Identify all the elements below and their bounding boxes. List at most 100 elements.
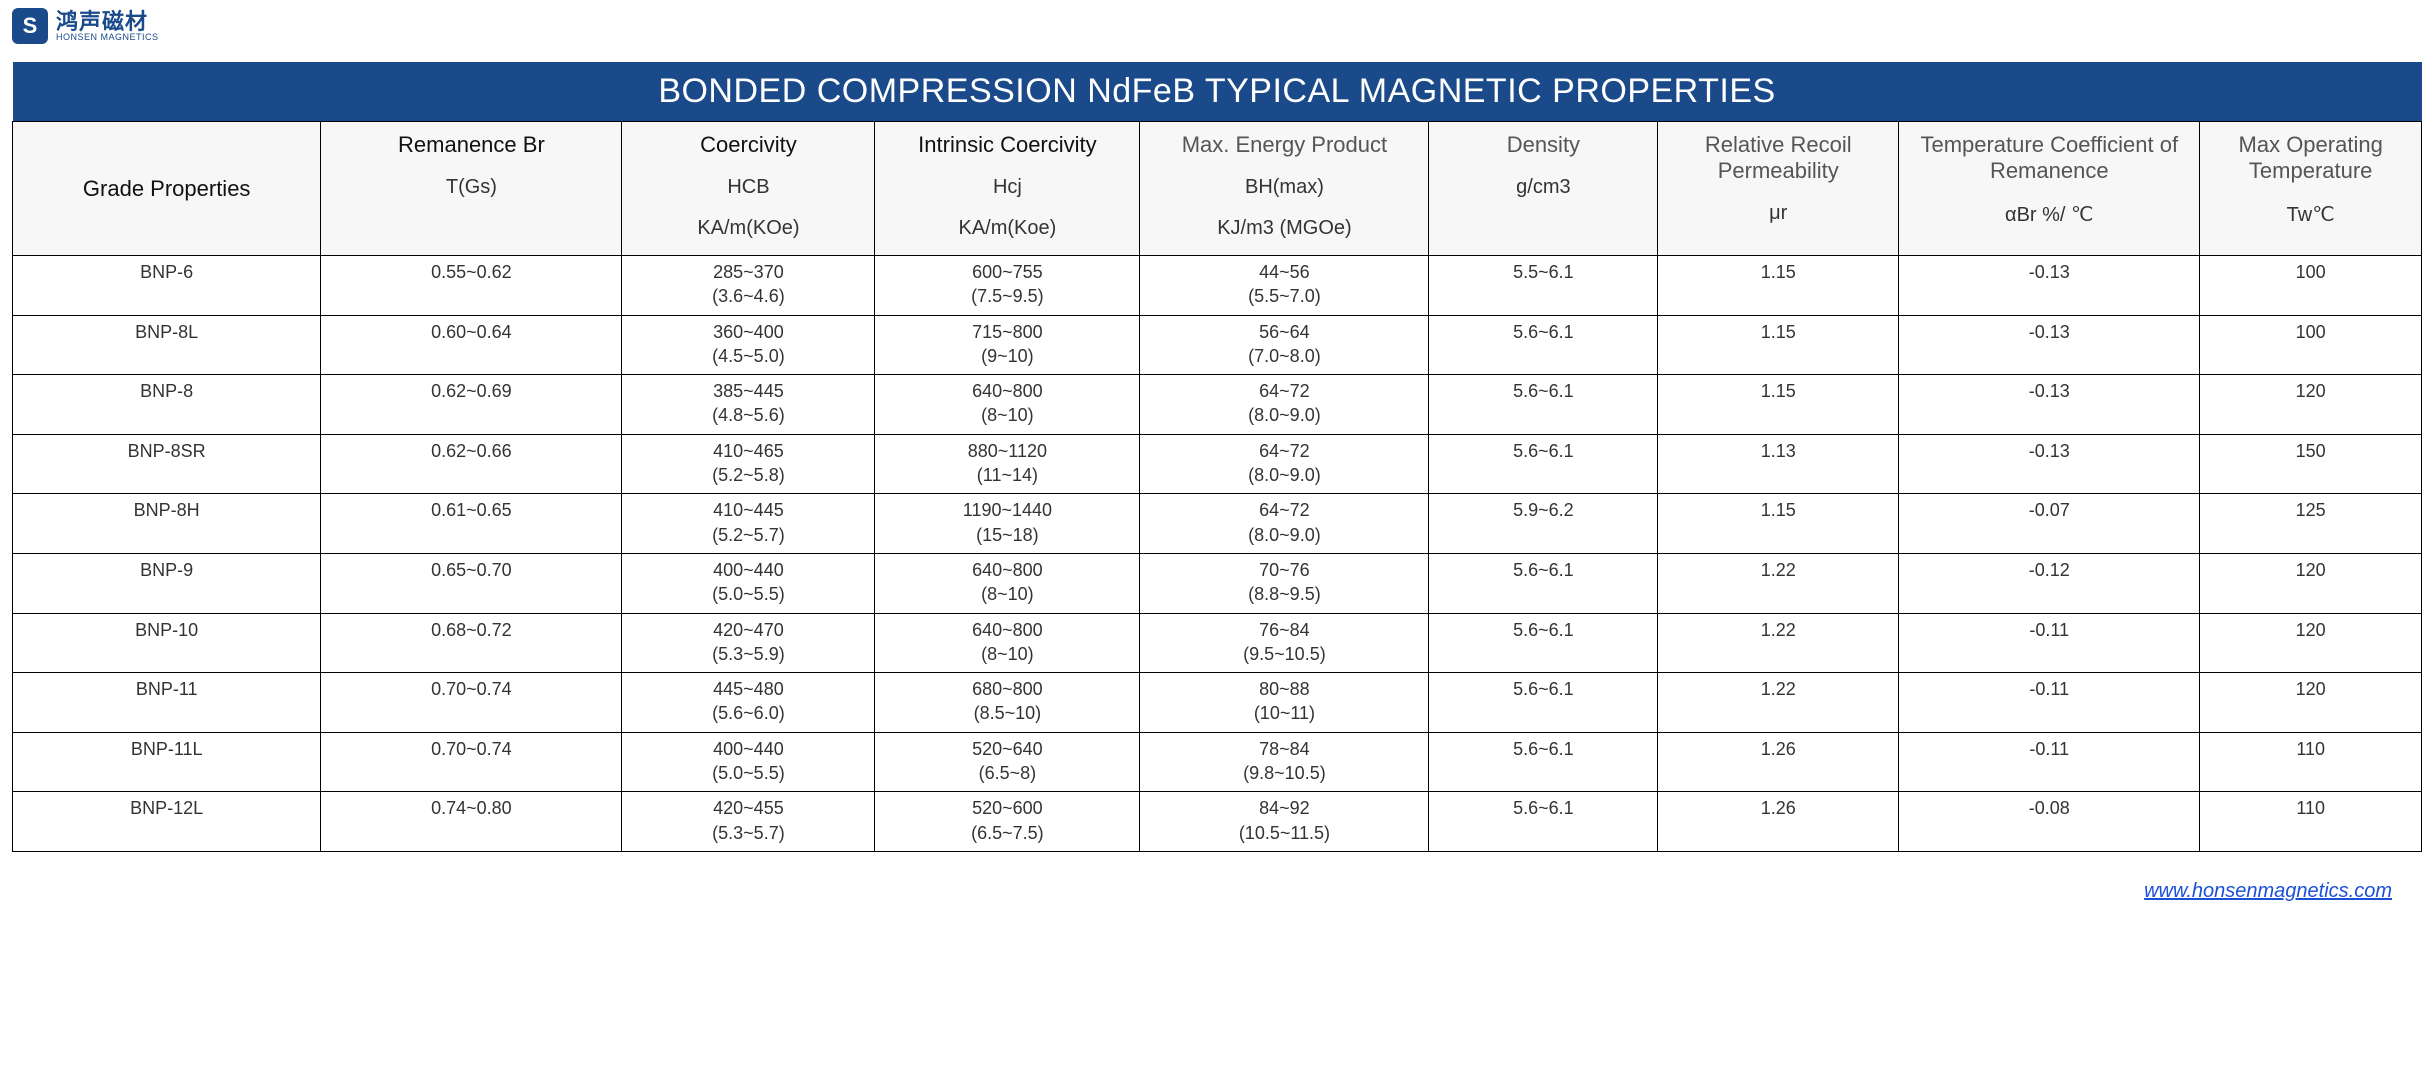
table-cell: 1.22 <box>1658 673 1899 733</box>
table-cell: 1.26 <box>1658 792 1899 852</box>
table-cell-secondary: (8.5~10) <box>879 701 1135 725</box>
table-cell-secondary: (15~18) <box>879 523 1135 547</box>
table-cell: 1.22 <box>1658 613 1899 673</box>
column-header-sub: Hcj <box>881 176 1133 199</box>
table-cell: -0.07 <box>1899 494 2200 554</box>
table-row: BNP-12L0.74~0.80420~455(5.3~5.7)520~600(… <box>13 792 2422 852</box>
table-cell-secondary: (6.5~7.5) <box>879 821 1135 845</box>
table-cell: 1.15 <box>1658 315 1899 375</box>
table-cell-secondary: (9.5~10.5) <box>1144 642 1424 666</box>
table-cell: 640~800(8~10) <box>875 613 1140 673</box>
table-cell: 715~800(9~10) <box>875 315 1140 375</box>
column-header-main: Max. Energy Product <box>1146 132 1422 158</box>
table-cell-secondary: (5.0~5.5) <box>626 761 870 785</box>
table-cell-secondary: (8.0~9.0) <box>1144 403 1424 427</box>
table-cell: 410~465(5.2~5.8) <box>622 434 875 494</box>
table-cell: -0.13 <box>1899 434 2200 494</box>
table-row: BNP-80.62~0.69385~445(4.8~5.6)640~800(8~… <box>13 375 2422 435</box>
table-cell: BNP-11 <box>13 673 321 733</box>
footer-website-link[interactable]: www.honsenmagnetics.com <box>2144 880 2392 902</box>
column-header-sub: BH(max) <box>1146 176 1422 199</box>
table-row: BNP-100.68~0.72420~470(5.3~5.9)640~800(8… <box>13 613 2422 673</box>
table-cell: 80~88(10~11) <box>1140 673 1429 733</box>
table-cell: BNP-8L <box>13 315 321 375</box>
table-cell: -0.12 <box>1899 553 2200 613</box>
table-cell-secondary: (8.0~9.0) <box>1144 523 1424 547</box>
table-cell: BNP-10 <box>13 613 321 673</box>
table-row: BNP-11L0.70~0.74400~440(5.0~5.5)520~640(… <box>13 732 2422 792</box>
table-cell: 110 <box>2200 732 2422 792</box>
table-cell: 120 <box>2200 613 2422 673</box>
column-header-sub: HCB <box>628 176 868 199</box>
column-header-sub: αBr %/ ℃ <box>1905 202 2193 227</box>
table-cell: 100 <box>2200 315 2422 375</box>
table-cell-secondary: (5.3~5.7) <box>626 821 870 845</box>
column-header: Remanence BrT(Gs) <box>321 122 622 256</box>
table-row: BNP-60.55~0.62285~370(3.6~4.6)600~755(7.… <box>13 256 2422 316</box>
table-cell: 120 <box>2200 375 2422 435</box>
table-cell: 110 <box>2200 792 2422 852</box>
table-cell: 5.6~6.1 <box>1429 673 1658 733</box>
table-cell: 680~800(8.5~10) <box>875 673 1140 733</box>
table-cell: -0.11 <box>1899 673 2200 733</box>
table-cell: 0.55~0.62 <box>321 256 622 316</box>
table-cell: 0.70~0.74 <box>321 732 622 792</box>
table-cell: 420~455(5.3~5.7) <box>622 792 875 852</box>
table-cell: 78~84(9.8~10.5) <box>1140 732 1429 792</box>
table-cell: 445~480(5.6~6.0) <box>622 673 875 733</box>
table-cell-secondary: (10~11) <box>1144 701 1424 725</box>
table-cell: 5.6~6.1 <box>1429 375 1658 435</box>
column-header-unit: KJ/m3 (MGOe) <box>1146 217 1422 240</box>
table-cell: 880~1120(11~14) <box>875 434 1140 494</box>
table-cell-secondary: (8~10) <box>879 403 1135 427</box>
table-cell-secondary: (7.0~8.0) <box>1144 344 1424 368</box>
table-row: BNP-8SR0.62~0.66410~465(5.2~5.8)880~1120… <box>13 434 2422 494</box>
table-cell-secondary: (5.0~5.5) <box>626 582 870 606</box>
table-cell: 0.60~0.64 <box>321 315 622 375</box>
table-cell: BNP-11L <box>13 732 321 792</box>
table-row: BNP-8L0.60~0.64360~400(4.5~5.0)715~800(9… <box>13 315 2422 375</box>
column-header: Grade Properties <box>13 122 321 256</box>
table-cell-secondary: (8.0~9.0) <box>1144 463 1424 487</box>
table-row: BNP-90.65~0.70400~440(5.0~5.5)640~800(8~… <box>13 553 2422 613</box>
table-cell: 5.6~6.1 <box>1429 434 1658 494</box>
table-cell-secondary: (8~10) <box>879 582 1135 606</box>
table-cell: -0.13 <box>1899 256 2200 316</box>
table-cell: 640~800(8~10) <box>875 553 1140 613</box>
table-cell: 5.6~6.1 <box>1429 315 1658 375</box>
table-cell: BNP-8SR <box>13 434 321 494</box>
logo-text: 鸿声磁材 HONSEN MAGNETICS <box>56 11 159 42</box>
column-header-main: Temperature Coefficient of Remanence <box>1905 132 2193 184</box>
table-cell: 1190~1440(15~18) <box>875 494 1140 554</box>
table-cell: 1.15 <box>1658 494 1899 554</box>
table-title-row: BONDED COMPRESSION NdFeB TYPICAL MAGNETI… <box>13 62 2422 122</box>
table-row: BNP-110.70~0.74445~480(5.6~6.0)680~800(8… <box>13 673 2422 733</box>
column-header-unit: KA/m(Koe) <box>881 217 1133 240</box>
column-header: Max. Energy Product BH(max) KJ/m3 (MGOe) <box>1140 122 1429 256</box>
column-header: Max Operating TemperatureTw℃ <box>2200 122 2422 256</box>
table-cell: -0.11 <box>1899 613 2200 673</box>
table-cell: 150 <box>2200 434 2422 494</box>
table-cell: 1.13 <box>1658 434 1899 494</box>
table-cell-secondary: (9.8~10.5) <box>1144 761 1424 785</box>
table-cell: 5.5~6.1 <box>1429 256 1658 316</box>
table-cell: 76~84(9.5~10.5) <box>1140 613 1429 673</box>
table-cell-secondary: (8.8~9.5) <box>1144 582 1424 606</box>
table-cell-secondary: (4.8~5.6) <box>626 403 870 427</box>
table-cell: BNP-9 <box>13 553 321 613</box>
table-cell: 410~445(5.2~5.7) <box>622 494 875 554</box>
table-cell: 5.6~6.1 <box>1429 613 1658 673</box>
table-cell: BNP-8 <box>13 375 321 435</box>
table-cell: 400~440(5.0~5.5) <box>622 732 875 792</box>
table-cell: 125 <box>2200 494 2422 554</box>
column-header-sub: μr <box>1664 202 1892 225</box>
table-cell: 70~76(8.8~9.5) <box>1140 553 1429 613</box>
table-cell-secondary: (7.5~9.5) <box>879 284 1135 308</box>
table-cell: BNP-12L <box>13 792 321 852</box>
table-cell: -0.08 <box>1899 792 2200 852</box>
table-cell: 1.15 <box>1658 375 1899 435</box>
table-body: BNP-60.55~0.62285~370(3.6~4.6)600~755(7.… <box>13 256 2422 852</box>
column-header-sub: Tw℃ <box>2206 202 2415 227</box>
table-cell: BNP-8H <box>13 494 321 554</box>
table-cell: 640~800(8~10) <box>875 375 1140 435</box>
